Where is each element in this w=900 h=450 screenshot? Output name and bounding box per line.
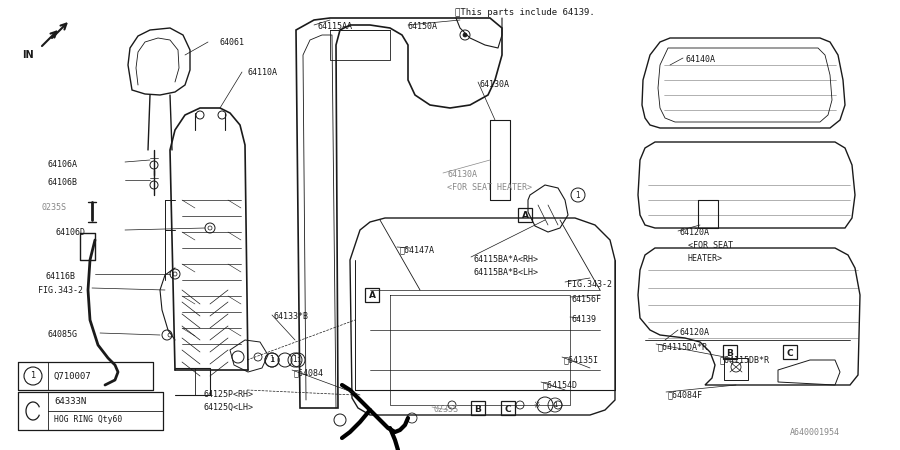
Text: IN: IN [22,50,33,60]
Text: Q710007: Q710007 [54,372,92,381]
Text: ※64135I: ※64135I [564,355,599,364]
Text: ※64115DA*R: ※64115DA*R [658,342,708,351]
Text: 64115BA*A<RH>: 64115BA*A<RH> [473,255,538,264]
Text: 64125Q<LH>: 64125Q<LH> [204,403,254,412]
Text: C: C [505,405,511,414]
Text: 1: 1 [292,356,297,364]
Text: 64120A: 64120A [680,228,710,237]
Text: 64115AA: 64115AA [318,22,353,31]
Circle shape [463,33,467,37]
Text: <FOR SEAT HEATER>: <FOR SEAT HEATER> [447,183,532,192]
Text: C: C [787,348,793,357]
Text: 64085G: 64085G [48,330,78,339]
Text: 0235S: 0235S [434,405,459,414]
Text: 1: 1 [553,402,557,408]
Text: 64140A: 64140A [686,55,716,64]
Text: FIG.343-2: FIG.343-2 [567,280,612,289]
Text: 64133*B: 64133*B [274,312,309,321]
Text: 64110A: 64110A [248,68,278,77]
Text: B: B [726,348,734,357]
Text: 1: 1 [31,372,36,381]
Text: 64061: 64061 [220,38,245,47]
Text: 64106D: 64106D [56,228,86,237]
Text: 1: 1 [576,190,580,199]
Text: 64106A: 64106A [48,160,78,169]
Text: 64130A: 64130A [447,170,477,179]
Text: 1: 1 [296,357,301,363]
Text: ※64147A: ※64147A [400,245,435,254]
Text: A: A [368,292,375,301]
Text: 64150A: 64150A [408,22,438,31]
Text: A640001954: A640001954 [790,428,840,437]
Text: ※: ※ [533,400,539,410]
Text: 64116B: 64116B [46,272,76,281]
Text: 64156F: 64156F [572,295,602,304]
Text: 64139: 64139 [572,315,597,324]
Text: 64130A: 64130A [480,80,510,89]
Text: 64120A: 64120A [680,328,710,337]
Text: 64125P<RH>: 64125P<RH> [204,390,254,399]
Text: 0235S: 0235S [42,203,67,212]
Text: 64333N: 64333N [54,397,86,406]
Text: 1: 1 [270,357,274,363]
Text: A: A [521,212,528,220]
Text: B: B [474,405,482,414]
Text: ※This parts include 64139.: ※This parts include 64139. [455,8,595,17]
Text: 1: 1 [270,356,274,364]
Text: HEATER>: HEATER> [688,254,723,263]
Text: <FOR SEAT: <FOR SEAT [688,241,733,250]
Text: ※64084: ※64084 [294,368,324,377]
Text: ※64115DB*R: ※64115DB*R [720,355,770,364]
Text: ※64084F: ※64084F [668,390,703,399]
Text: 64115BA*B<LH>: 64115BA*B<LH> [473,268,538,277]
Text: HOG RING Qty60: HOG RING Qty60 [54,415,122,424]
Text: FIG.343-2: FIG.343-2 [38,286,83,295]
Text: ※64154D: ※64154D [543,380,578,389]
Text: 64106B: 64106B [48,178,78,187]
